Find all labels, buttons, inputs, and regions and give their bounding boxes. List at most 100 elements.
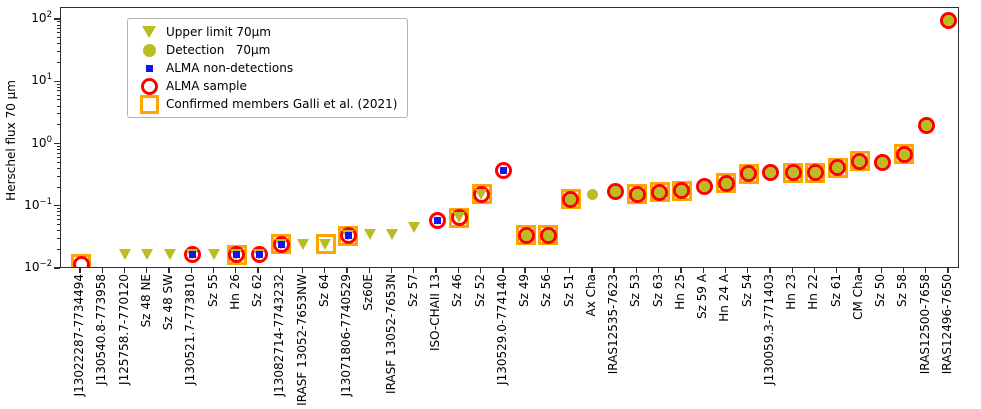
detection-marker-icon <box>943 14 955 26</box>
y-minor-tick <box>56 248 60 250</box>
x-tick-label: Sz 63 <box>650 274 665 307</box>
y-minor-tick <box>56 105 60 107</box>
y-minor-tick <box>56 161 60 163</box>
x-tick <box>925 268 927 273</box>
upper_limit-marker-icon <box>297 238 310 250</box>
x-tick <box>813 268 816 273</box>
upper_limit-marker-icon <box>408 221 421 233</box>
legend-marker-cell <box>132 26 166 38</box>
x-tick-label: Hn 26 <box>227 274 242 310</box>
alma_sample-marker-icon <box>873 153 891 171</box>
detection-marker-icon <box>921 120 933 132</box>
legend-item: ALMA non-detections <box>132 59 397 77</box>
x-tick <box>301 268 304 273</box>
detection-marker-icon <box>542 229 554 241</box>
x-tick-label: Sz 54 <box>739 274 754 307</box>
legend-marker-cell <box>132 64 166 72</box>
x-tick <box>902 268 905 273</box>
y-minor-tick <box>56 145 60 147</box>
alma_sample-marker-icon <box>339 227 357 245</box>
upper_limit-marker-icon <box>141 249 154 261</box>
x-tick-label: Sz60E <box>361 274 376 311</box>
x-tick <box>769 268 771 273</box>
x-tick-label: Hn 25 <box>672 274 687 310</box>
detection-marker-icon <box>698 180 710 192</box>
alma_sample-marker-icon <box>762 164 780 182</box>
x-tick-label: J13082714-7743232 <box>272 274 287 397</box>
x-tick-label: J130529.0-774140 <box>494 274 509 385</box>
alma_nondetection-marker-icon <box>277 240 285 248</box>
y-tick <box>54 80 60 82</box>
y-minor-tick <box>56 86 60 88</box>
x-tick-label: Sz 57 <box>405 274 420 307</box>
plot-clip-region <box>61 8 958 267</box>
alma_nondetection-marker-icon <box>433 216 441 224</box>
legend-item-label: Confirmed members Galli et al. (2021) <box>166 97 398 111</box>
x-tick <box>747 268 749 273</box>
alma_sample-marker-icon <box>940 11 958 29</box>
alma_sample-marker-icon <box>918 117 936 135</box>
detection-marker-icon <box>809 167 821 179</box>
y-minor-tick <box>56 124 60 126</box>
x-tick <box>613 268 615 273</box>
alma_sample-marker-icon <box>473 185 491 203</box>
alma_nondetection-marker-icon <box>188 251 196 259</box>
alma_sample-marker-icon <box>606 183 624 201</box>
alma_sample-marker-icon <box>829 159 847 177</box>
y-tick <box>54 142 60 145</box>
x-tick-label: J13071806-7740529 <box>339 274 354 397</box>
legend-marker-cell <box>132 77 166 95</box>
alma_sample-marker-icon <box>250 246 268 264</box>
y-minor-tick <box>56 28 60 30</box>
x-tick <box>568 268 571 273</box>
x-tick-label: Sz 62 <box>250 274 265 307</box>
x-tick <box>346 268 348 273</box>
alma_sample-marker-icon <box>717 174 735 192</box>
detection-marker-icon <box>720 177 732 189</box>
y-tick-label: 10−1 <box>24 196 52 212</box>
x-tick-label: CM Cha <box>850 274 865 320</box>
legend-item-label: ALMA non-detections <box>166 61 294 75</box>
upper_limit-marker-icon <box>208 249 221 261</box>
y-minor-tick <box>56 230 60 232</box>
x-tick-label: Sz 46 <box>450 274 465 307</box>
detection-marker-icon <box>654 186 666 198</box>
detection-marker-icon <box>898 148 910 160</box>
y-minor-tick <box>56 62 60 63</box>
upper_limit-marker-icon <box>319 238 332 250</box>
alma_sample-marker-icon <box>740 165 758 183</box>
legend-item: Upper limit 70μm <box>132 23 397 41</box>
y-tick-label: 101 <box>31 72 52 88</box>
x-tick <box>791 268 793 273</box>
y-minor-tick <box>56 32 60 34</box>
alma_sample-marker-icon <box>695 177 713 195</box>
y-tick <box>54 205 60 207</box>
x-tick-label: Ax Cha <box>583 274 598 317</box>
alma_sample-marker-icon <box>495 162 513 180</box>
alma_nondetection-marker-icon <box>255 251 263 259</box>
y-minor-tick <box>56 219 60 221</box>
alma_sample-legend-icon <box>140 77 158 95</box>
x-tick <box>435 268 437 273</box>
y-minor-tick <box>56 43 60 45</box>
y-tick <box>54 267 60 269</box>
y-minor-tick <box>56 21 60 23</box>
alma_nondetection-legend-icon <box>145 64 153 72</box>
alma_sample-marker-icon <box>72 255 90 267</box>
x-tick <box>880 268 882 273</box>
y-tick <box>54 18 60 20</box>
plot-area: Upper limit 70μm Detection 70μm ALMA non-d… <box>60 7 959 268</box>
x-tick <box>658 268 660 273</box>
x-tick <box>635 268 638 273</box>
alma_sample-marker-icon <box>450 209 468 227</box>
x-tick <box>390 268 393 273</box>
x-tick-label: Hn 24 A <box>717 274 732 322</box>
x-tick <box>724 268 727 273</box>
x-tick-label: IRAS12500-7658 <box>917 274 932 375</box>
detection-marker-icon <box>765 167 777 179</box>
y-minor-tick <box>56 149 60 151</box>
detection-marker-icon <box>854 155 866 167</box>
x-tick <box>479 268 482 273</box>
x-tick <box>146 268 148 273</box>
